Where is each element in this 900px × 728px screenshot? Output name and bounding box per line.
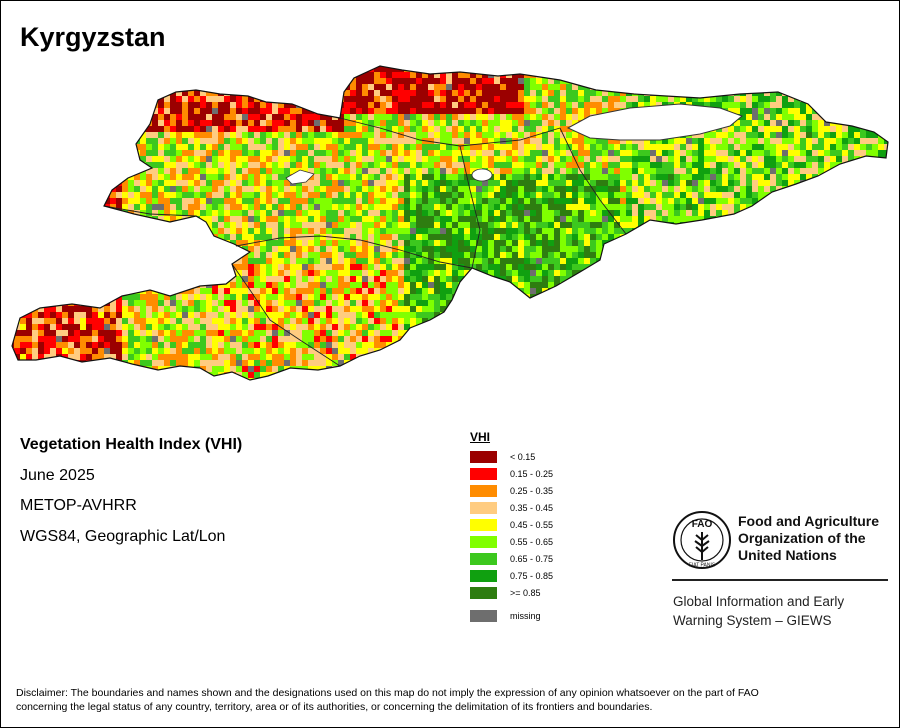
legend-swatch-missing xyxy=(470,609,497,622)
legend-swatch xyxy=(470,467,497,480)
fao-name-line3: United Nations xyxy=(738,547,837,563)
legend-swatch xyxy=(470,450,497,463)
projection: WGS84, Geographic Lat/Lon xyxy=(20,527,226,545)
vhi-map xyxy=(11,65,889,381)
legend-row: >= 0.85 xyxy=(470,584,553,601)
giews-line2: Warning System – GIEWS xyxy=(673,613,832,628)
legend-row: 0.65 - 0.75 xyxy=(470,550,553,567)
fao-name: Food and Agriculture Organization of the… xyxy=(738,513,890,564)
legend-label: < 0.15 xyxy=(510,451,536,462)
legend-row-missing: missing xyxy=(470,607,553,624)
fao-emblem-icon: FAO FIAT PANIS xyxy=(673,511,731,569)
legend-swatch xyxy=(470,535,497,548)
fao-divider xyxy=(672,579,888,581)
fao-name-line1: Food and Agriculture xyxy=(738,513,880,529)
reservoir-toktogul xyxy=(285,169,315,185)
period: June 2025 xyxy=(20,466,95,484)
legend-label: 0.55 - 0.65 xyxy=(510,536,554,547)
vhi-raster xyxy=(12,66,888,380)
legend-label-missing: missing xyxy=(510,610,541,621)
legend-swatch xyxy=(470,518,497,531)
legend-row: 0.15 - 0.25 xyxy=(470,465,553,482)
fao-emblem-motto: FIAT PANIS xyxy=(689,563,716,569)
map-info: Vegetation Health Index (VHI) June 2025 … xyxy=(20,436,242,558)
legend-label: 0.15 - 0.25 xyxy=(510,468,554,479)
legend-row: 0.75 - 0.85 xyxy=(470,567,553,584)
legend-classes: < 0.15 0.15 - 0.25 0.25 - 0.35 0.35 - 0.45 0… xyxy=(470,448,553,601)
legend-label: 0.45 - 0.55 xyxy=(510,519,554,530)
legend: VHI < 0.15 0.15 - 0.25 0.25 - 0.35 0.35 - 0… xyxy=(470,430,553,624)
disclaimer-line2: concerning the legal status of any count… xyxy=(16,701,653,713)
lake-son-kul xyxy=(471,168,493,182)
legend-label: 0.35 - 0.45 xyxy=(510,502,554,513)
lake-issyk-kul xyxy=(566,103,743,141)
legend-row: 0.35 - 0.45 xyxy=(470,499,553,516)
legend-swatch xyxy=(470,484,497,497)
sensor: METOP-AVHRR xyxy=(20,497,137,514)
legend-swatch xyxy=(470,586,497,599)
disclaimer-line1: Disclaimer: The boundaries and names sho… xyxy=(16,687,759,699)
legend-swatch xyxy=(470,569,497,582)
fao-emblem-text: FAO xyxy=(692,519,713,530)
legend-label: >= 0.85 xyxy=(510,587,541,598)
legend-row: 0.55 - 0.65 xyxy=(470,533,553,550)
legend-title: VHI xyxy=(470,430,491,444)
legend-swatch xyxy=(470,552,497,565)
giews-line1: Global Information and Early xyxy=(673,594,845,609)
disclaimer: Disclaimer: The boundaries and names sho… xyxy=(16,686,886,714)
giews-name: Global Information and Early Warning Sys… xyxy=(673,592,889,630)
legend-label: 0.65 - 0.75 xyxy=(510,553,554,564)
index-name: Vegetation Health Index (VHI) xyxy=(20,436,243,453)
legend-label: 0.75 - 0.85 xyxy=(510,570,554,581)
legend-row: 0.25 - 0.35 xyxy=(470,482,553,499)
map-title: Kyrgyzstan xyxy=(20,22,166,52)
legend-row: 0.45 - 0.55 xyxy=(470,516,553,533)
fao-name-line2: Organization of the xyxy=(738,530,866,546)
legend-row: < 0.15 xyxy=(470,448,553,465)
legend-label: 0.25 - 0.35 xyxy=(510,485,554,496)
legend-swatch xyxy=(470,501,497,514)
region-boundaries xyxy=(103,117,627,367)
